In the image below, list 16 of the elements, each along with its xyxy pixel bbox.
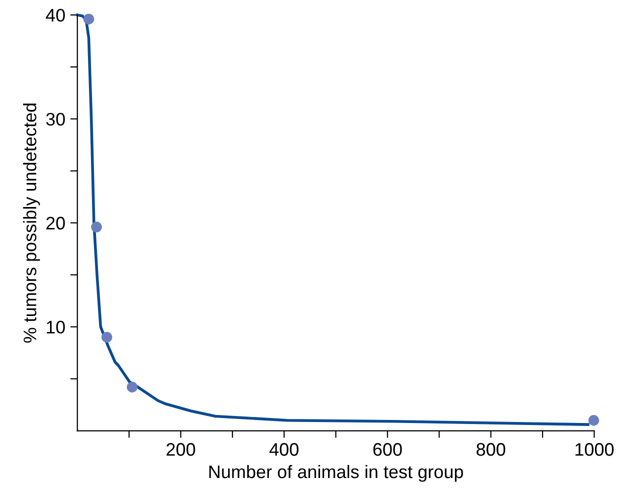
- point: [83, 14, 94, 24]
- x-tick-label: 600: [373, 443, 402, 456]
- point: [91, 222, 102, 232]
- point: [588, 414, 600, 426]
- x-tick-label: 400: [269, 443, 298, 456]
- point: [101, 332, 112, 343]
- y-tick-label: 30: [46, 112, 65, 126]
- x-tick-label: 800: [476, 443, 506, 456]
- y-tick-label: 40: [46, 8, 65, 22]
- y-axis-title: % tumors possibly undetected: [23, 104, 40, 343]
- x-tick-label: 1000: [576, 443, 614, 456]
- y-tick-label: 10: [46, 320, 65, 334]
- point: [126, 382, 138, 392]
- x-tick-label: 200: [166, 443, 196, 456]
- y-tick-label: 20: [46, 216, 65, 230]
- x-axis-title: Number of animals in test group: [209, 464, 464, 482]
